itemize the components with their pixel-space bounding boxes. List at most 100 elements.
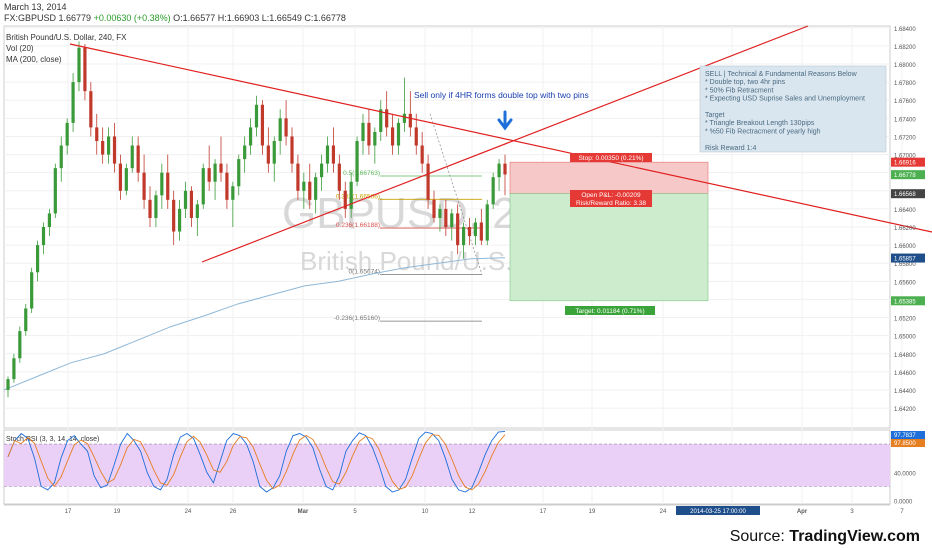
candle-body[interactable]	[260, 104, 265, 146]
candle-body[interactable]	[112, 136, 117, 164]
candle-body[interactable]	[207, 168, 211, 182]
ascending-trendline[interactable]	[201, 25, 809, 263]
candle-body[interactable]	[420, 145, 424, 164]
candle-body[interactable]	[485, 204, 489, 241]
candle-body[interactable]	[266, 145, 270, 164]
candle-body[interactable]	[41, 227, 46, 246]
candle-body[interactable]	[243, 145, 247, 160]
candle-body[interactable]	[379, 109, 383, 132]
candle-body[interactable]	[71, 82, 75, 123]
candle-body[interactable]	[497, 163, 501, 178]
candle-body[interactable]	[18, 331, 22, 359]
candle-body[interactable]	[355, 140, 359, 182]
candle-body[interactable]	[231, 186, 235, 200]
annotations[interactable]: Sell only if 4HR forms double top with t…	[414, 65, 887, 315]
candle-body[interactable]	[308, 181, 312, 200]
trend-lines[interactable]	[69, 25, 932, 263]
price-marker[interactable]	[891, 189, 925, 199]
symbol[interactable]: FX:GBPUSD	[4, 13, 57, 23]
candle-body[interactable]	[65, 122, 69, 146]
candle-body[interactable]	[272, 140, 276, 164]
candle-body[interactable]	[124, 168, 128, 191]
candle-body[interactable]	[373, 131, 377, 146]
candle-body[interactable]	[183, 190, 188, 209]
candle-body[interactable]	[130, 145, 134, 169]
candle-body[interactable]	[290, 136, 294, 164]
candle-body[interactable]	[390, 127, 395, 146]
candle-body[interactable]	[35, 245, 40, 273]
candle-body[interactable]	[166, 172, 170, 200]
candle-body[interactable]	[154, 195, 158, 218]
candle-body[interactable]	[461, 227, 466, 246]
candle-body[interactable]	[142, 172, 146, 200]
candle-body[interactable]	[432, 199, 436, 218]
candle-body[interactable]	[302, 181, 306, 191]
candle-body[interactable]	[47, 213, 52, 227]
candle-body[interactable]	[148, 199, 152, 218]
price-marker[interactable]	[891, 253, 925, 263]
candle-body[interactable]	[254, 104, 259, 128]
candle-body[interactable]	[473, 222, 478, 237]
descending-trendline[interactable]	[69, 43, 932, 233]
candle-body[interactable]	[385, 109, 389, 128]
source-brand[interactable]: TradingView.com	[789, 528, 920, 545]
candle-body[interactable]	[160, 172, 164, 196]
candle-body[interactable]	[225, 172, 229, 200]
candle-body[interactable]	[491, 177, 495, 205]
candle-body[interactable]	[331, 145, 336, 164]
candle-body[interactable]	[177, 208, 182, 232]
candle-body[interactable]	[195, 204, 199, 218]
candle-body[interactable]	[59, 145, 63, 169]
candle-body[interactable]	[337, 163, 341, 191]
candle-body[interactable]	[77, 47, 81, 83]
candles[interactable]	[6, 41, 507, 398]
target-zone[interactable]	[509, 193, 709, 302]
candle-body[interactable]	[343, 190, 347, 209]
stoch-marker[interactable]	[891, 431, 925, 439]
time-cursor-marker[interactable]	[676, 506, 760, 515]
candle-body[interactable]	[479, 222, 483, 241]
candle-body[interactable]	[278, 118, 282, 141]
candle-body[interactable]	[444, 208, 448, 227]
notes-box[interactable]	[699, 65, 887, 153]
candle-body[interactable]	[396, 122, 401, 146]
stoch-rsi-pane[interactable]: Stoch RSI (3, 3, 14, 14, close)80.000040…	[4, 430, 925, 505]
candle-body[interactable]	[118, 163, 123, 191]
candle-body[interactable]	[172, 199, 176, 232]
price-axis[interactable]: 1.68400 1.68200 1.68000 1.67800 1.67600 1.674…	[891, 27, 925, 413]
candle-body[interactable]	[189, 190, 194, 218]
candle-body[interactable]	[83, 47, 87, 92]
candle-body[interactable]	[248, 127, 253, 146]
candle-body[interactable]	[284, 118, 288, 137]
candle-body[interactable]	[237, 159, 241, 187]
candle-body[interactable]	[24, 308, 28, 332]
candle-body[interactable]	[89, 91, 93, 128]
price-marker[interactable]	[891, 296, 925, 306]
price-marker[interactable]	[891, 170, 925, 180]
time-axis[interactable]: 17192426Mar5101217192428Apr372014-03-25 …	[4, 504, 904, 515]
candle-body[interactable]	[414, 127, 418, 146]
price-chart[interactable]: GBPUSD, 240 British Pound/U.S. Dollar 0.…	[0, 0, 932, 520]
fib-retracement[interactable]: 0.5(1.66763) 0.382(1.66506) 0.236(1.66188)…	[334, 113, 483, 322]
candle-body[interactable]	[325, 145, 330, 164]
candle-body[interactable]	[450, 213, 454, 227]
candle-body[interactable]	[213, 163, 217, 182]
candle-body[interactable]	[296, 163, 300, 191]
candle-body[interactable]	[12, 358, 16, 380]
candle-body[interactable]	[349, 181, 353, 209]
candle-body[interactable]	[30, 272, 34, 309]
candle-body[interactable]	[361, 122, 365, 141]
candle-body[interactable]	[136, 145, 140, 173]
candle-body[interactable]	[314, 177, 318, 200]
candle-body[interactable]	[456, 213, 460, 246]
stoch-marker[interactable]	[891, 439, 925, 447]
candle-body[interactable]	[101, 140, 105, 155]
price-marker[interactable]	[891, 157, 925, 167]
candle-body[interactable]	[426, 163, 430, 200]
candle-body[interactable]	[53, 168, 57, 214]
candle-body[interactable]	[106, 136, 111, 155]
candle-body[interactable]	[201, 168, 205, 205]
candle-body[interactable]	[219, 163, 223, 173]
candle-body[interactable]	[319, 163, 324, 178]
candle-body[interactable]	[95, 127, 99, 141]
